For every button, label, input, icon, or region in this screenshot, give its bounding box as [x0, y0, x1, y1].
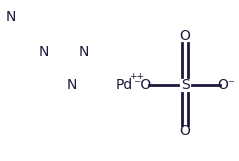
Text: O: O: [179, 29, 190, 43]
Text: ⁻O: ⁻O: [134, 78, 152, 92]
Text: Pd: Pd: [115, 78, 132, 92]
Text: N: N: [79, 45, 89, 59]
Text: N: N: [67, 78, 77, 92]
Text: O: O: [179, 124, 190, 138]
Text: S: S: [181, 78, 189, 92]
Text: N: N: [6, 10, 16, 24]
Text: O⁻: O⁻: [217, 78, 235, 92]
Text: ++: ++: [129, 72, 144, 81]
Text: N: N: [38, 45, 49, 59]
